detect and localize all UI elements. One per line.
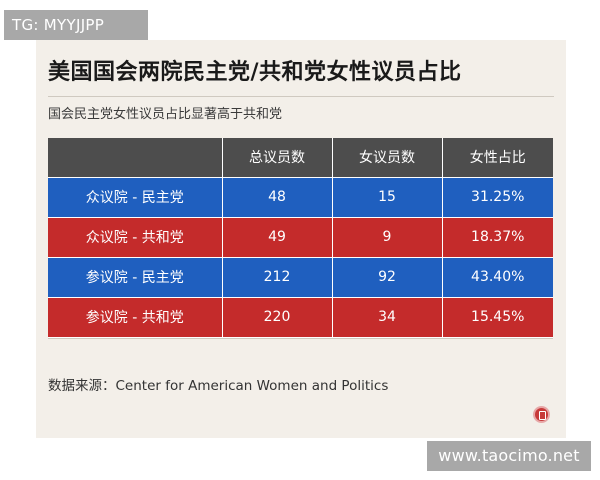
table-row: 参议院 - 共和党 220 34 15.45%: [48, 297, 553, 338]
row-label: 众议院 - 共和党: [48, 217, 223, 258]
chart-subtitle: 国会民主党女性议员占比显著高于共和党: [48, 107, 283, 122]
title-divider: [48, 96, 554, 97]
source-note: 数据来源：Center for American Women and Polit…: [48, 378, 389, 394]
women-cell: 9: [332, 217, 443, 258]
tg-watermark: TG: MYYJJPP: [4, 10, 148, 40]
women-share-table: 总议员数 女议员数 女性占比 众议院 - 民主党 48 15 31.25% 众议…: [48, 138, 553, 338]
row-label: 众议院 - 民主党: [48, 177, 223, 218]
total-cell: 49: [222, 217, 333, 258]
table-row: 参议院 - 民主党 212 92 43.40%: [48, 257, 553, 298]
total-cell: 212: [222, 257, 333, 298]
row-label: 参议院 - 民主党: [48, 257, 223, 298]
table-row: 众议院 - 共和党 49 9 18.37%: [48, 217, 553, 258]
header-cell-women: 女议员数: [332, 138, 443, 178]
header-cell-share: 女性占比: [442, 138, 553, 178]
table-header-row: 总议员数 女议员数 女性占比: [48, 138, 553, 178]
table-bottom-divider: [48, 338, 553, 339]
share-cell: 31.25%: [442, 177, 553, 218]
circular-seal-logo-icon: [533, 406, 550, 423]
chart-title: 美国国会两院民主党/共和党女性议员占比: [48, 60, 462, 85]
total-cell: 48: [222, 177, 333, 218]
header-cell-total: 总议员数: [222, 138, 333, 178]
row-label: 参议院 - 共和党: [48, 297, 223, 338]
women-cell: 34: [332, 297, 443, 338]
total-cell: 220: [222, 297, 333, 338]
table-row: 众议院 - 民主党 48 15 31.25%: [48, 177, 553, 218]
site-watermark: www.taocimo.net: [427, 441, 591, 471]
infographic-card: 美国国会两院民主党/共和党女性议员占比 国会民主党女性议员占比显著高于共和党 总…: [36, 40, 566, 438]
share-cell: 18.37%: [442, 217, 553, 258]
women-cell: 92: [332, 257, 443, 298]
share-cell: 15.45%: [442, 297, 553, 338]
women-cell: 15: [332, 177, 443, 218]
header-cell-blank: [48, 138, 223, 178]
share-cell: 43.40%: [442, 257, 553, 298]
